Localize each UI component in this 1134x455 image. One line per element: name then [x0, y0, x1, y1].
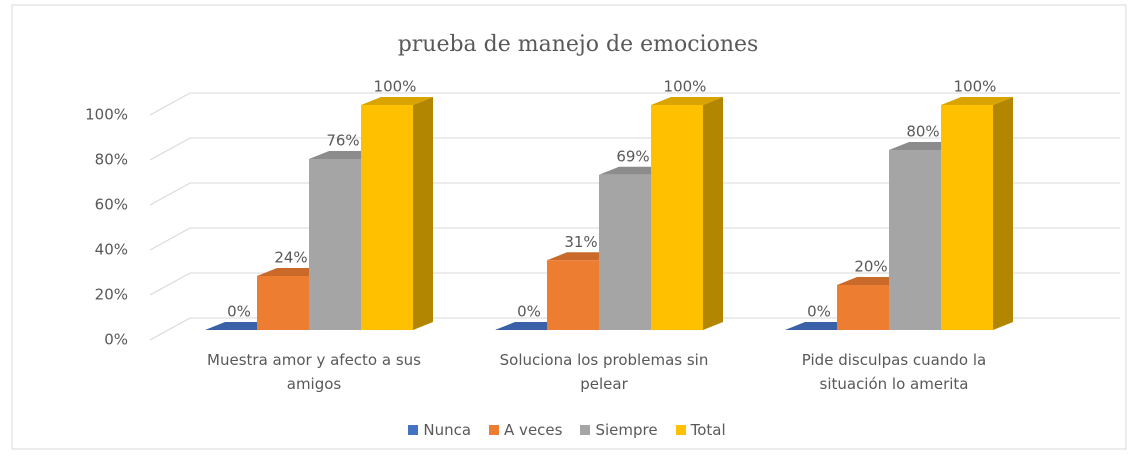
legend-label: Nunca: [423, 421, 472, 439]
chart-title: prueba de manejo de emociones: [398, 32, 759, 57]
y-tick-label: 40%: [95, 241, 128, 259]
legend-swatch: [489, 425, 500, 435]
legend-swatch: [580, 425, 591, 435]
grid-line: [149, 137, 1120, 161]
grid-line: [149, 92, 1120, 116]
y-tick-label: 80%: [95, 151, 128, 169]
bar-side: [413, 97, 433, 330]
data-label: 100%: [954, 78, 997, 96]
data-label: 31%: [564, 233, 597, 251]
legend-item: A veces: [489, 421, 562, 439]
bar: [651, 97, 723, 330]
data-label: 0%: [517, 303, 541, 321]
legend-item: Nunca: [408, 421, 471, 439]
data-label: 100%: [664, 78, 707, 96]
bar: [941, 97, 1013, 330]
grid-line: [149, 227, 1120, 251]
data-label: 0%: [227, 303, 251, 321]
legend-label: A veces: [504, 421, 563, 439]
bar-top: [361, 97, 433, 105]
bar-side: [703, 97, 723, 330]
bar-front: [889, 150, 941, 330]
bar-front: [547, 260, 599, 330]
bar-front: [257, 276, 309, 330]
grid-line: [149, 182, 1120, 206]
grid-line: [149, 317, 1120, 341]
bar-front: [651, 105, 703, 330]
legend: Nunca A veces Siempre Total: [0, 421, 1134, 439]
grid-line: [149, 272, 1120, 296]
bar-front: [941, 105, 993, 330]
bar-top: [651, 97, 723, 105]
bar-front: [361, 105, 413, 330]
data-label: 20%: [854, 258, 887, 276]
x-tick-label: Muestra amor y afecto a sus amigos: [207, 351, 421, 393]
legend-item: Total: [675, 421, 726, 439]
bar-front: [309, 159, 361, 330]
legend-label: Total: [690, 421, 726, 439]
data-label: 76%: [326, 132, 359, 150]
data-label: 100%: [374, 78, 417, 96]
bar-front: [837, 285, 889, 330]
legend-swatch: [408, 425, 419, 435]
data-label: 69%: [616, 147, 649, 165]
legend-label: Siempre: [595, 421, 658, 439]
x-tick-label: Soluciona los problemas sin pelear: [499, 351, 709, 393]
bar-side: [993, 97, 1013, 330]
y-tick-label: 100%: [85, 106, 128, 124]
y-tick-label: 0%: [104, 331, 128, 349]
bar-front: [599, 174, 651, 330]
legend-item: Siempre: [580, 421, 658, 439]
x-tick-label: Pide disculpas cuando la situación lo am…: [801, 351, 987, 393]
bar: [361, 97, 433, 330]
bar-top: [941, 97, 1013, 105]
y-tick-label: 60%: [95, 196, 128, 214]
data-label: 80%: [906, 123, 939, 141]
data-label: 0%: [807, 303, 831, 321]
legend-swatch: [675, 425, 686, 435]
data-label: 24%: [274, 249, 307, 267]
y-tick-label: 20%: [95, 286, 128, 304]
